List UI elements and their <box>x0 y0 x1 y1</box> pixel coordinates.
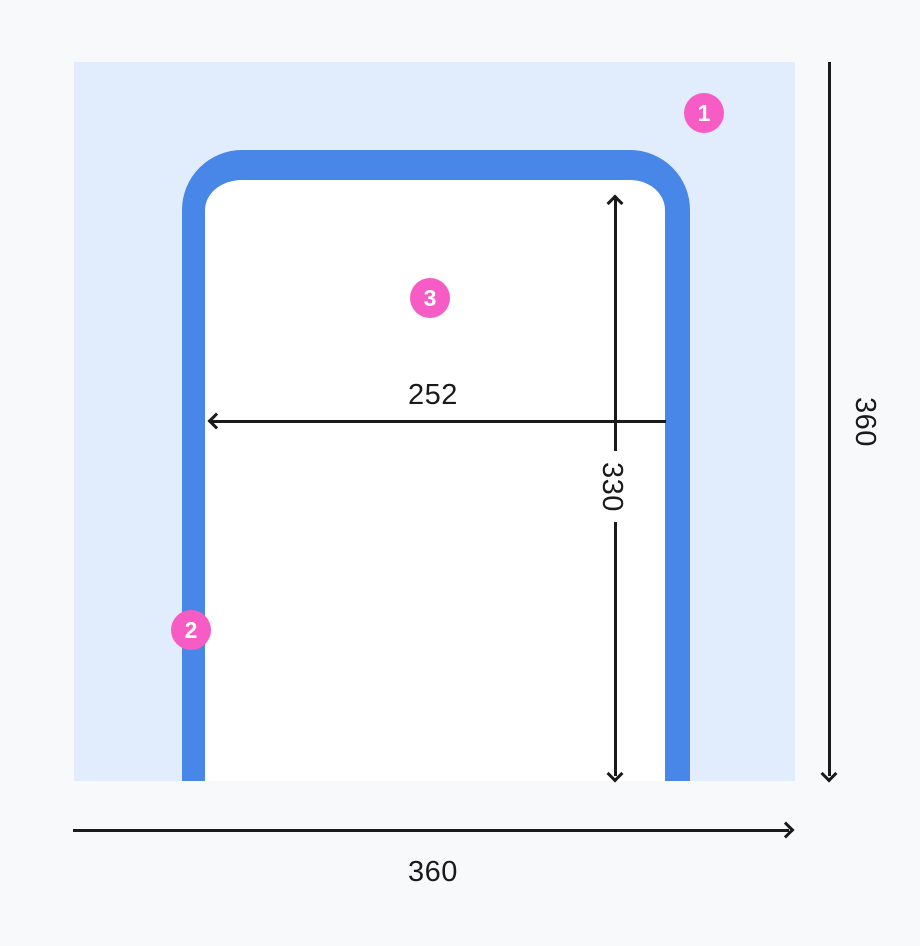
marker-badge-2: 2 <box>171 610 211 650</box>
arrowhead-right-icon <box>777 821 795 839</box>
marker-badge-1: 1 <box>684 93 724 133</box>
inner-height-label: 330 <box>596 462 628 512</box>
canvas-width-line <box>73 829 789 832</box>
inner-height-line-lower <box>614 522 617 776</box>
badge-label: 3 <box>423 284 437 311</box>
canvas-height-line <box>828 62 831 776</box>
canvas-width-label: 360 <box>408 856 458 888</box>
inner-width-label: 252 <box>408 379 458 411</box>
badge-label: 1 <box>697 99 711 126</box>
marker-badge-3: 3 <box>410 278 450 318</box>
badge-label: 2 <box>184 616 198 643</box>
arrowhead-down-icon <box>820 765 838 783</box>
canvas-height-label: 360 <box>849 397 881 447</box>
inner-width-line <box>211 420 666 423</box>
inner-height-line-upper <box>614 199 617 451</box>
